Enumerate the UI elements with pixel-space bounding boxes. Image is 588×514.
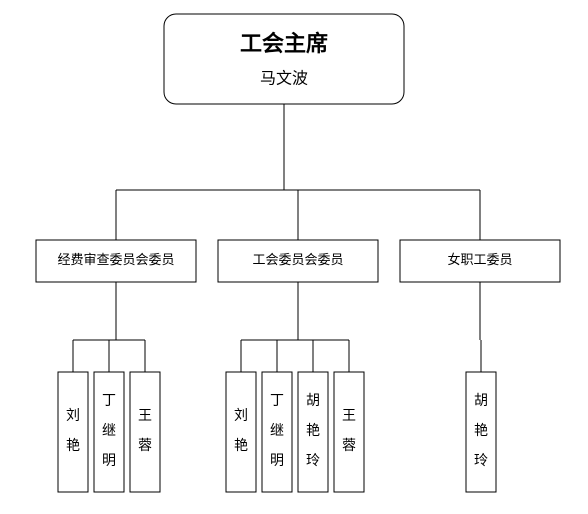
leaf-box-b1-0 <box>58 372 88 492</box>
branch-title-b3: 女职工委员 <box>447 252 512 267</box>
svg-text:胡: 胡 <box>306 393 320 409</box>
leaf-name-b3-0: 胡艳玲 <box>474 393 488 469</box>
svg-text:艳: 艳 <box>474 423 488 439</box>
svg-text:艳: 艳 <box>66 438 80 454</box>
root-title: 工会主席 <box>240 31 328 56</box>
svg-text:继: 继 <box>102 423 116 439</box>
leaf-box-b2-0 <box>226 372 256 492</box>
leaf-box-b2-3 <box>334 372 364 492</box>
leaf-box-b1-2 <box>130 372 160 492</box>
svg-text:玲: 玲 <box>474 453 488 469</box>
leaf-name-b2-1: 丁继明 <box>270 394 284 469</box>
branch-title-b1: 经费审查委员会委员 <box>57 252 174 267</box>
svg-text:明: 明 <box>102 454 116 469</box>
svg-text:刘: 刘 <box>234 408 248 424</box>
svg-text:蓉: 蓉 <box>342 438 356 454</box>
svg-text:明: 明 <box>270 454 284 469</box>
root-name: 马文波 <box>260 70 308 88</box>
svg-text:艳: 艳 <box>306 423 320 439</box>
svg-text:艳: 艳 <box>234 438 248 454</box>
svg-text:王: 王 <box>342 409 356 424</box>
leaf-name-b1-1: 丁继明 <box>102 394 116 469</box>
svg-text:胡: 胡 <box>474 393 488 409</box>
branch-title-b2: 工会委员会委员 <box>252 252 343 267</box>
leaf-name-b2-2: 胡艳玲 <box>306 393 320 469</box>
org-chart: 工会主席马文波经费审查委员会委员刘艳丁继明王蓉工会委员会委员刘艳丁继明胡艳玲王蓉… <box>0 0 588 514</box>
svg-text:蓉: 蓉 <box>138 438 152 454</box>
svg-text:玲: 玲 <box>306 453 320 469</box>
svg-text:丁: 丁 <box>270 394 284 409</box>
root-box <box>164 14 404 104</box>
svg-text:刘: 刘 <box>66 408 80 424</box>
svg-text:丁: 丁 <box>102 394 116 409</box>
svg-text:王: 王 <box>138 409 152 424</box>
svg-text:继: 继 <box>270 423 284 439</box>
